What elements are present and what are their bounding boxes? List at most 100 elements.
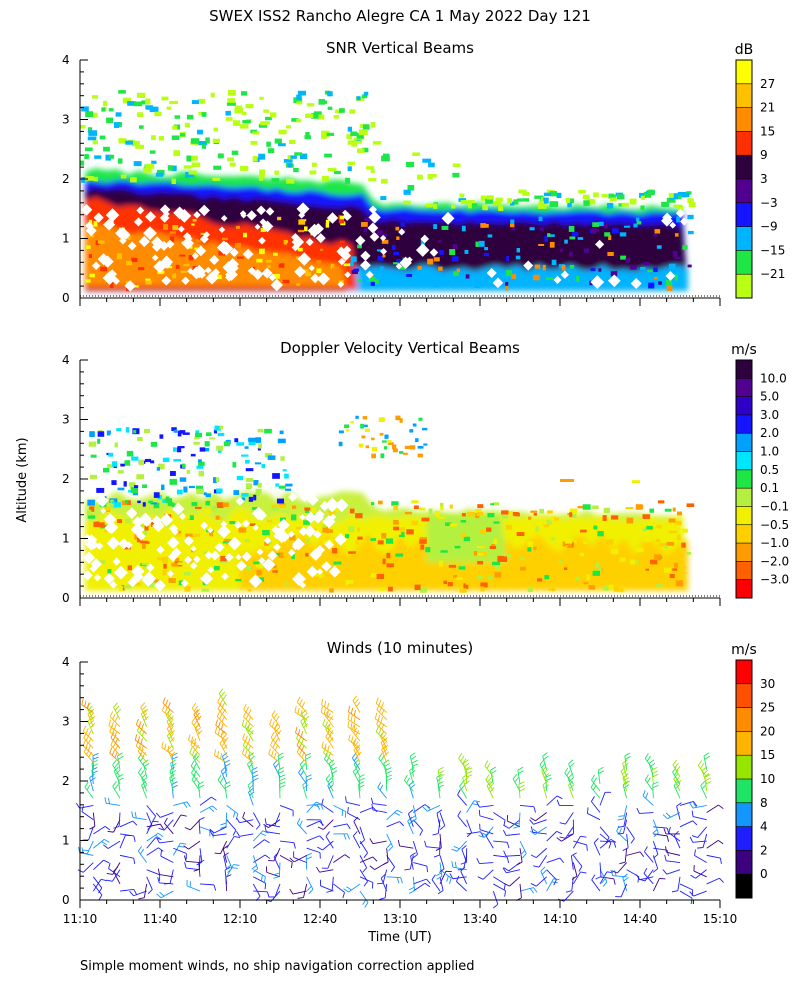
doppler-cell xyxy=(322,526,329,533)
colorbar-swatch xyxy=(736,802,752,828)
snr-cell xyxy=(267,265,271,268)
wind-barb-flag xyxy=(92,756,99,760)
x-tick-label: 12:40 xyxy=(303,912,338,926)
wind-barb-flag xyxy=(110,732,115,738)
doppler-cell xyxy=(465,581,470,585)
wind-barb xyxy=(327,855,334,869)
doppler-cell xyxy=(211,505,218,512)
wind-barb-flag xyxy=(264,883,267,890)
wind-barb-flag xyxy=(426,866,428,873)
wind-barb-flag xyxy=(645,792,649,799)
snr-gap xyxy=(198,204,210,217)
doppler-cell xyxy=(544,574,550,580)
snr-cell xyxy=(571,231,579,237)
wind-barb-flag xyxy=(321,699,324,706)
snr-cell xyxy=(687,264,692,268)
doppler-cell xyxy=(625,507,634,510)
snr-cell xyxy=(475,241,479,247)
doppler-cell xyxy=(245,478,254,482)
doppler-cell xyxy=(322,539,331,545)
snr-gap xyxy=(226,258,239,271)
wind-barb xyxy=(253,839,265,849)
snr-cell xyxy=(456,268,460,273)
snr-cell xyxy=(286,125,291,129)
wind-barb-flag xyxy=(78,846,81,853)
doppler-cell xyxy=(409,445,416,450)
snr-cell xyxy=(333,170,341,175)
doppler-gap xyxy=(125,507,138,520)
wind-barb-flag xyxy=(196,861,203,866)
wind-barb-flag xyxy=(618,828,622,834)
snr-cell xyxy=(478,240,485,247)
doppler-cell xyxy=(476,553,484,556)
wind-barb-flag xyxy=(380,716,383,723)
wind-barb xyxy=(353,763,361,778)
wind-barb xyxy=(359,856,374,863)
wind-barb xyxy=(146,869,160,876)
wind-barb-flag xyxy=(273,872,280,876)
colorbar-label: −9 xyxy=(760,220,778,234)
snr-gap xyxy=(291,233,300,242)
wind-barb-flag xyxy=(476,801,480,808)
snr-cell xyxy=(298,219,306,225)
snr-cell xyxy=(675,195,682,200)
wind-barb-flag xyxy=(106,872,113,875)
doppler-cell xyxy=(675,580,683,587)
snr-cell xyxy=(304,271,312,277)
wind-barb-flag xyxy=(266,891,270,898)
wind-barb xyxy=(612,875,627,878)
snr-cell xyxy=(131,257,138,263)
snr-cell xyxy=(480,195,489,201)
wind-barb-flag xyxy=(81,805,84,812)
wind-barb-flag xyxy=(274,762,280,768)
wind-barb-flag xyxy=(319,835,325,841)
wind-barb-flag xyxy=(466,770,473,774)
snr-cell xyxy=(84,147,93,152)
wind-barb-flag xyxy=(591,774,595,781)
doppler-cell xyxy=(666,541,675,546)
doppler-cell xyxy=(304,507,311,511)
doppler-cell xyxy=(420,544,425,550)
doppler-cell xyxy=(233,490,240,496)
snr-cell xyxy=(170,165,177,172)
wind-barb xyxy=(359,869,368,882)
wind-barb-flag xyxy=(101,841,107,846)
wind-barb xyxy=(372,803,387,806)
y-tick-label: 3 xyxy=(62,715,70,729)
snr-cell xyxy=(174,115,181,119)
wind-barb-flag xyxy=(114,723,117,730)
wind-barb xyxy=(186,885,201,892)
colorbar-swatch xyxy=(736,707,752,732)
wind-barb xyxy=(273,728,281,742)
doppler-gap xyxy=(167,536,180,549)
wind-barb xyxy=(247,763,254,778)
doppler-cell xyxy=(415,438,419,443)
wind-barb-flag xyxy=(460,755,465,762)
wind-barb-flag xyxy=(297,728,301,735)
snr-cell xyxy=(451,204,456,209)
doppler-cell xyxy=(104,530,109,533)
snr-cell xyxy=(135,144,145,149)
snr-cell xyxy=(169,231,176,234)
wind-barb xyxy=(298,772,308,785)
wind-barb-flag xyxy=(580,871,587,874)
wind-barb-flag xyxy=(564,767,569,774)
doppler-cell xyxy=(546,519,553,525)
wind-barb xyxy=(599,826,610,838)
wind-barb xyxy=(679,890,693,899)
wind-barb-flag xyxy=(190,736,194,743)
snr-cell xyxy=(291,118,299,122)
doppler-cell xyxy=(137,500,141,504)
wind-barb-flag xyxy=(274,723,278,730)
wind-barb-flag xyxy=(347,720,350,728)
wind-barb-flag xyxy=(273,752,277,759)
snr-cell xyxy=(495,197,503,202)
wind-barb-flag xyxy=(569,784,575,789)
snr-cell xyxy=(544,236,548,243)
wind-barb xyxy=(505,854,521,857)
doppler-cell xyxy=(123,481,127,487)
snr-cell xyxy=(288,163,293,168)
snr-cell xyxy=(640,195,645,200)
snr-cell xyxy=(183,263,190,267)
snr-cell xyxy=(163,223,168,230)
